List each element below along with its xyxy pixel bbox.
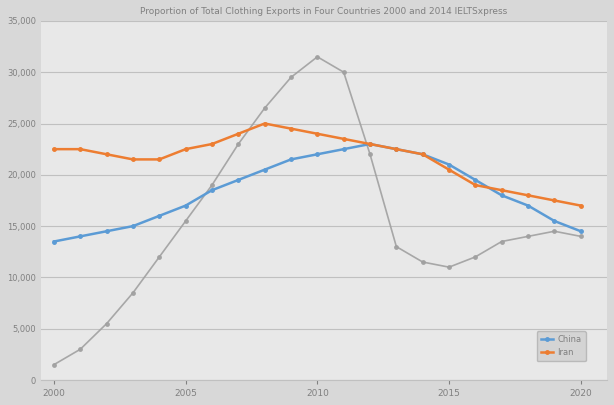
Iran	[393, 147, 400, 151]
China	[287, 157, 295, 162]
China	[393, 147, 400, 151]
China	[103, 229, 111, 234]
China	[367, 142, 374, 147]
Iran	[577, 203, 585, 208]
Iran	[287, 126, 295, 131]
Iran	[472, 183, 479, 188]
Legend: China, Iran: China, Iran	[537, 331, 586, 362]
China	[208, 188, 216, 193]
China	[235, 177, 242, 182]
China	[314, 152, 321, 157]
Iran	[524, 193, 532, 198]
Iran	[235, 131, 242, 136]
China	[551, 219, 558, 224]
Iran	[314, 131, 321, 136]
Line: China: China	[52, 142, 583, 243]
Iran	[419, 152, 426, 157]
Iran	[498, 188, 505, 193]
Iran	[367, 142, 374, 147]
Title: Proportion of Total Clothing Exports in Four Countries 2000 and 2014 IELTSxpress: Proportion of Total Clothing Exports in …	[141, 7, 508, 16]
China	[340, 147, 348, 151]
China	[182, 203, 189, 208]
China	[77, 234, 84, 239]
Iran	[103, 152, 111, 157]
Iran	[261, 121, 268, 126]
China	[130, 224, 137, 228]
Iran	[130, 157, 137, 162]
China	[577, 229, 585, 234]
Iran	[551, 198, 558, 203]
Iran	[50, 147, 58, 151]
China	[472, 177, 479, 182]
China	[155, 213, 163, 218]
Iran	[340, 136, 348, 141]
China	[498, 193, 505, 198]
Iran	[77, 147, 84, 151]
China	[524, 203, 532, 208]
China	[50, 239, 58, 244]
Line: Iran: Iran	[52, 122, 583, 207]
Iran	[182, 147, 189, 151]
China	[419, 152, 426, 157]
China	[445, 162, 453, 167]
Iran	[155, 157, 163, 162]
China	[261, 167, 268, 172]
Iran	[208, 142, 216, 147]
Iran	[445, 167, 453, 172]
